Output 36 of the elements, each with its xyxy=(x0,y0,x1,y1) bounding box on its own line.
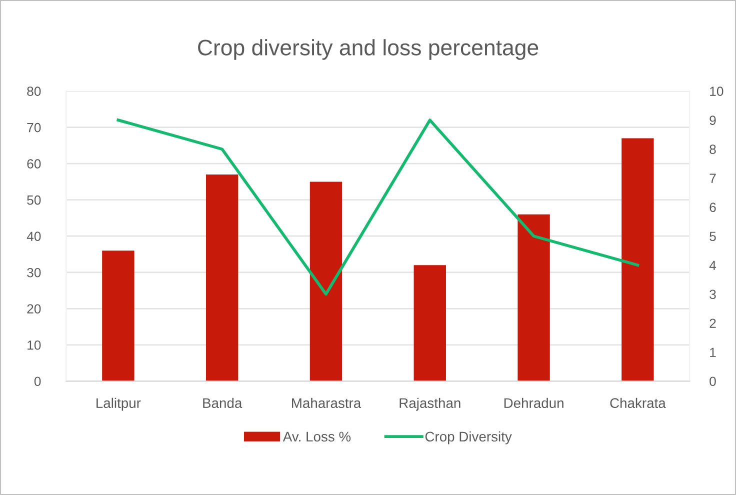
bar xyxy=(310,182,342,382)
y2-tick-label: 2 xyxy=(710,318,716,328)
x-tick-label: Dehradun xyxy=(504,398,564,408)
legend-label: Av. Loss % xyxy=(282,432,351,442)
y2-tick-label: 6 xyxy=(710,202,716,212)
y-tick-label: 20 xyxy=(27,304,41,314)
y2-tick-label: 4 xyxy=(709,260,716,270)
y2-tick-label: 7 xyxy=(710,174,716,183)
y-tick-label: 30 xyxy=(27,268,41,278)
y2-tick-label: 3 xyxy=(710,290,716,300)
y2-tick-label: 9 xyxy=(710,116,716,125)
y-tick-label: 60 xyxy=(27,159,41,169)
bar xyxy=(206,174,238,382)
y2-tick-label: 0 xyxy=(710,376,716,386)
bar xyxy=(102,250,134,382)
x-tick-label: Banda xyxy=(203,398,242,408)
legend-label: Crop Diversity xyxy=(425,431,512,444)
x-tick-label: Lalitpur xyxy=(96,398,141,411)
y-tick-label: 0 xyxy=(34,376,41,386)
chart-title: Crop diversity and loss percentage xyxy=(198,39,538,60)
bar xyxy=(518,214,550,382)
y-tick-label: 40 xyxy=(26,232,41,242)
bar xyxy=(622,138,654,382)
line-series xyxy=(116,118,640,296)
y2-tick-label: 5 xyxy=(710,232,716,242)
bar xyxy=(414,265,446,382)
y2-tick-label: 1 xyxy=(710,348,716,357)
y2-tick-label: 8 xyxy=(710,144,716,154)
y2-tick-label: 10 xyxy=(710,86,724,96)
y-tick-label: 10 xyxy=(28,340,41,350)
x-tick-label: Chakrata xyxy=(610,398,666,408)
y-tick-label: 80 xyxy=(27,86,41,96)
y-tick-label: 50 xyxy=(27,195,41,205)
x-tick-label: Rajasthan xyxy=(400,398,460,411)
x-tick-label: Maharastra xyxy=(292,398,362,408)
y-tick-label: 70 xyxy=(27,122,41,132)
